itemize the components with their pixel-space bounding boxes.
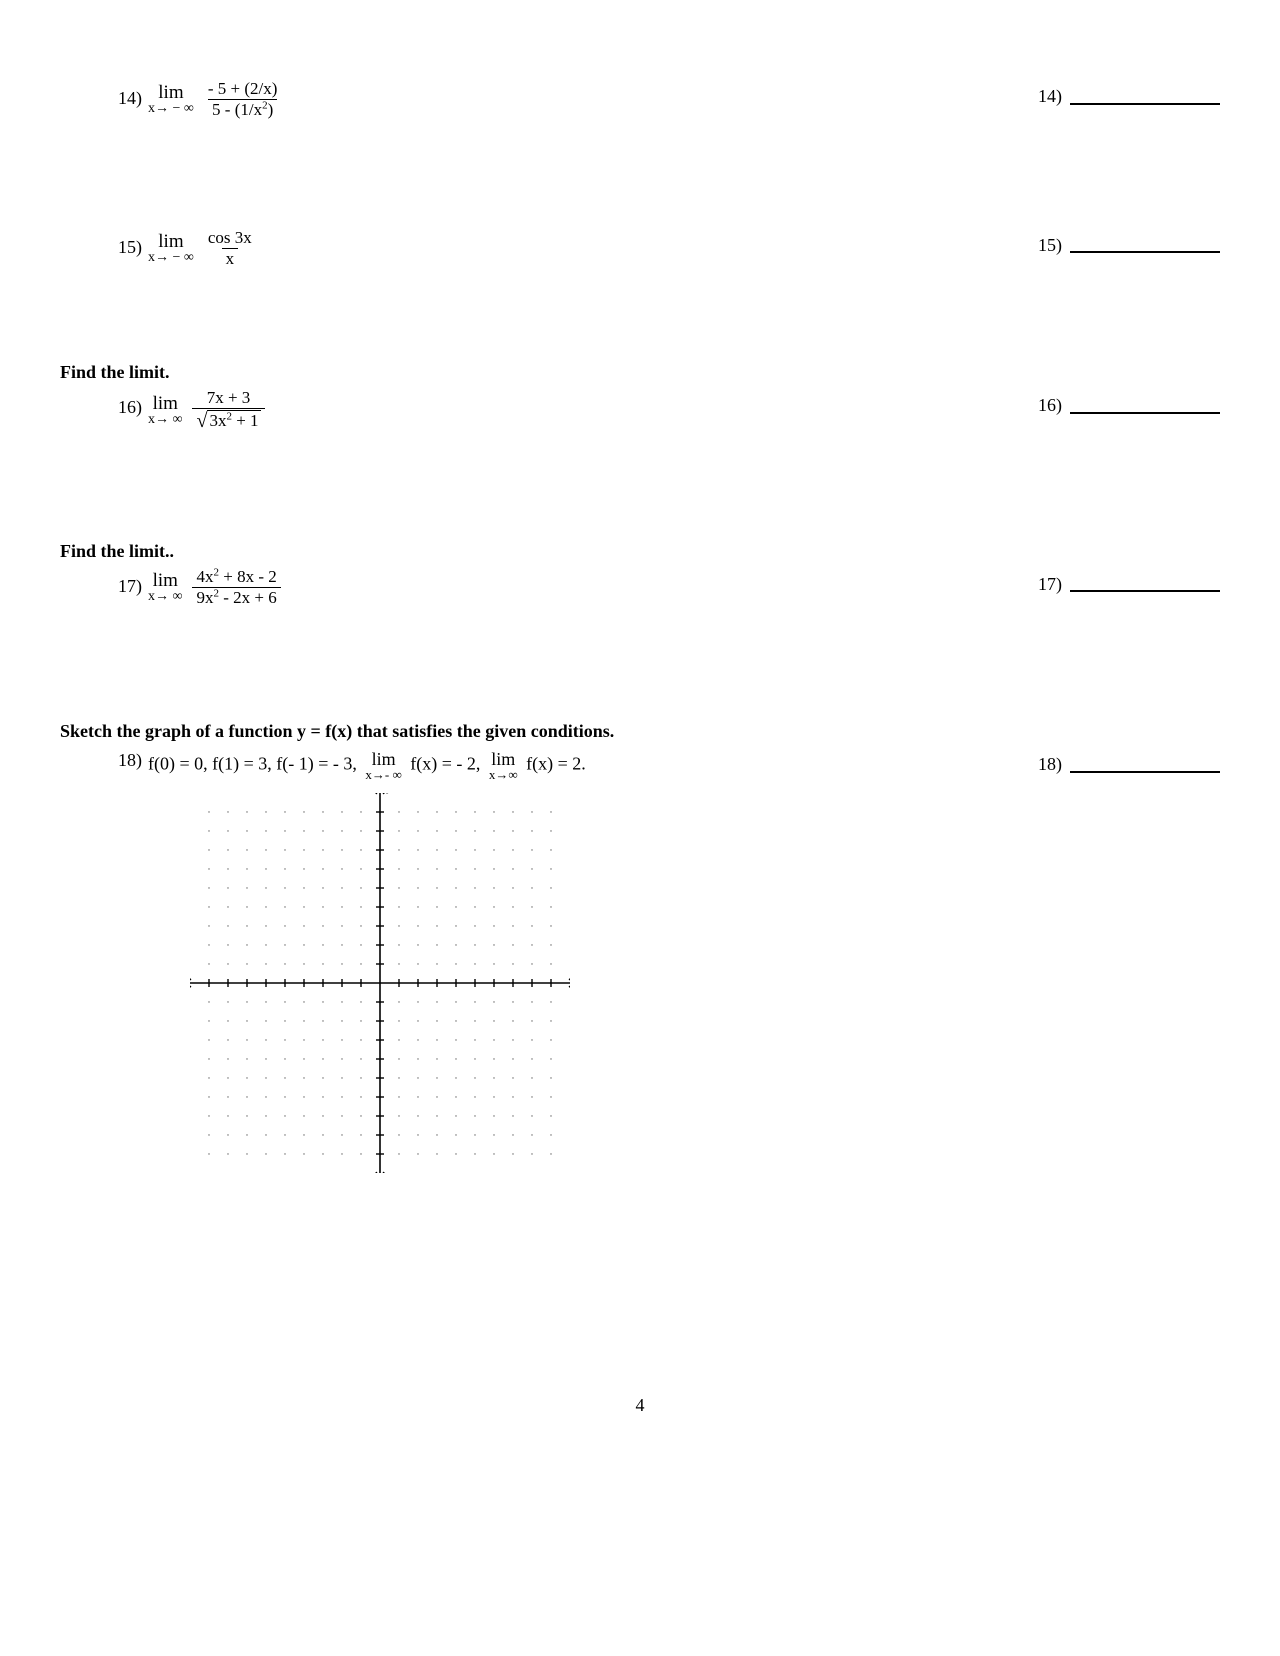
question-number: 14) <box>118 80 148 109</box>
answer-line[interactable] <box>1070 89 1220 105</box>
limit-notation: lim x→ ∞ <box>148 571 182 604</box>
question-number: 16) <box>118 389 148 418</box>
section-heading: Sketch the graph of a function y = f(x) … <box>60 721 1220 742</box>
question-number: 18) <box>118 748 148 771</box>
page-number: 4 <box>636 1395 645 1416</box>
square-root: √ 3x2 + 1 <box>196 410 260 431</box>
problem-17: 17) lim x→ ∞ 4x2 + 8x - 2 9x2 - 2x + 6 1… <box>60 568 1220 607</box>
worksheet-page: 14) lim x→ − ∞ - 5 + (2/x) 5 - (1/x2) 14… <box>0 0 1280 1656</box>
answer-blank: 17) <box>1038 568 1220 595</box>
problem-14: 14) lim x→ − ∞ - 5 + (2/x) 5 - (1/x2) 14… <box>60 80 1220 119</box>
problem-18-conditions: f(0) = 0, f(1) = 3, f(- 1) = - 3, lim x→… <box>148 748 586 781</box>
limit-notation: lim x→∞ <box>489 750 518 781</box>
section-heading: Find the limit.. <box>60 541 1220 562</box>
limit-notation: lim x→- ∞ <box>365 750 401 781</box>
math-expression: lim x→ ∞ 7x + 3 √ 3x2 + 1 <box>148 389 265 430</box>
math-expression: lim x→ − ∞ - 5 + (2/x) 5 - (1/x2) <box>148 80 281 119</box>
math-expression: lim x→ ∞ 4x2 + 8x - 2 9x2 - 2x + 6 <box>148 568 281 607</box>
problem-18: 18) f(0) = 0, f(1) = 3, f(- 1) = - 3, li… <box>60 748 1220 781</box>
problem-15: 15) lim x→ − ∞ cos 3x x 15) <box>60 229 1220 268</box>
answer-blank: 18) <box>1038 748 1220 775</box>
fraction: 7x + 3 √ 3x2 + 1 <box>192 389 264 430</box>
question-number: 17) <box>118 568 148 597</box>
answer-blank: 15) <box>1038 229 1220 256</box>
problem-16: 16) lim x→ ∞ 7x + 3 √ 3x2 + 1 16) <box>60 389 1220 430</box>
answer-line[interactable] <box>1070 398 1220 414</box>
answer-line[interactable] <box>1070 757 1220 773</box>
svg-text:y: y <box>386 793 392 794</box>
answer-blank: 14) <box>1038 80 1220 107</box>
math-expression: lim x→ − ∞ cos 3x x <box>148 229 256 268</box>
fraction: cos 3x x <box>204 229 256 268</box>
limit-notation: lim x→ ∞ <box>148 394 182 427</box>
answer-line[interactable] <box>1070 576 1220 592</box>
section-heading: Find the limit. <box>60 362 1220 383</box>
fraction: 4x2 + 8x - 2 9x2 - 2x + 6 <box>192 568 280 607</box>
limit-notation: lim x→ − ∞ <box>148 83 194 116</box>
blank-coordinate-grid: xy <box>190 793 1220 1178</box>
question-number: 15) <box>118 229 148 258</box>
graph-svg: xy <box>190 793 570 1173</box>
limit-notation: lim x→ − ∞ <box>148 232 194 265</box>
answer-blank: 16) <box>1038 389 1220 416</box>
fraction: - 5 + (2/x) 5 - (1/x2) <box>204 80 282 119</box>
answer-line[interactable] <box>1070 237 1220 253</box>
